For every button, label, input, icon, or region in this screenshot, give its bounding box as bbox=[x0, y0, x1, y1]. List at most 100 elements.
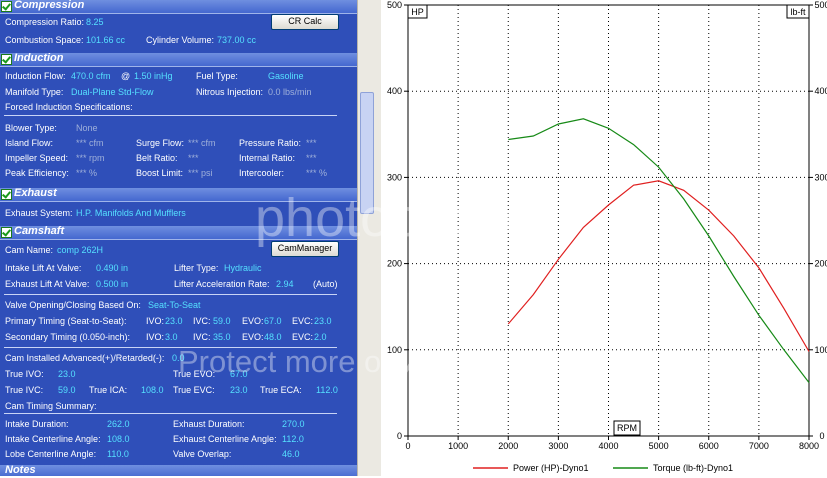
exhaust-centerline-label: Exhaust Centerline Angle: bbox=[173, 434, 277, 444]
compression-ratio-value[interactable]: 8.25 bbox=[86, 17, 104, 27]
secondary-evc-label: EVC: bbox=[292, 332, 314, 342]
primary-ivo-label: IVO: bbox=[146, 316, 165, 326]
splitter[interactable] bbox=[375, 0, 381, 476]
primary-evo-value[interactable]: 67.0 bbox=[264, 316, 282, 326]
compression-title: Compression bbox=[14, 0, 85, 11]
island-flow-value[interactable]: *** cfm bbox=[76, 138, 104, 148]
true-ivo-label: True IVO: bbox=[5, 369, 44, 379]
x-tick-label: 4000 bbox=[598, 441, 618, 451]
exhaust-duration-value[interactable]: 270.0 bbox=[282, 419, 305, 429]
combustion-space-value[interactable]: 101.66 cc bbox=[86, 35, 126, 45]
intercooler-label: Intercooler: bbox=[239, 168, 285, 178]
true-eca-value[interactable]: 112.0 bbox=[316, 385, 338, 395]
belt-ratio-value[interactable]: *** bbox=[188, 153, 199, 163]
impeller-speed-value[interactable]: *** rpm bbox=[76, 153, 105, 163]
cylinder-volume-value[interactable]: 737.00 cc bbox=[217, 35, 257, 45]
true-ivo-value[interactable]: 23.0 bbox=[58, 369, 76, 379]
secondary-ivo-label: IVO: bbox=[146, 332, 165, 342]
exhaust-checkbox[interactable] bbox=[1, 189, 12, 200]
primary-evc-value[interactable]: 23.0 bbox=[314, 316, 332, 326]
primary-ivc-value[interactable]: 59.0 bbox=[213, 316, 231, 326]
cylinder-volume-label: Cylinder Volume: bbox=[146, 35, 215, 45]
induction-pressure-value[interactable]: 1.50 inHg bbox=[134, 71, 173, 81]
chart-grid bbox=[408, 5, 809, 436]
true-ica-label: True ICA: bbox=[89, 385, 128, 395]
exhaust-lift-value[interactable]: 0.500 in bbox=[96, 279, 129, 289]
induction-section-header[interactable]: Induction bbox=[0, 52, 357, 67]
panel-vertical-scrollbar[interactable] bbox=[357, 0, 375, 476]
cam-name-value[interactable]: comp 262H bbox=[57, 245, 104, 255]
series-line-power bbox=[507, 180, 810, 352]
intercooler-value[interactable]: *** % bbox=[306, 168, 328, 178]
y-left-axis-title: HP bbox=[411, 7, 424, 17]
camshaft-checkbox[interactable] bbox=[1, 227, 12, 238]
exhaust-lift-label: Exhaust Lift At Valve: bbox=[5, 279, 90, 289]
secondary-ivc-value[interactable]: 35.0 bbox=[213, 332, 231, 342]
primary-timing-label: Primary Timing (Seat-to-Seat): bbox=[5, 316, 127, 326]
valve-overlap-value[interactable]: 46.0 bbox=[282, 449, 300, 459]
y-left-tick-label: 100 bbox=[387, 345, 402, 355]
lobe-centerline-value[interactable]: 110.0 bbox=[107, 449, 129, 459]
cam-installed-value[interactable]: 0.0 bbox=[172, 353, 185, 363]
series-line-torque bbox=[508, 118, 810, 383]
exhaust-title: Exhaust bbox=[14, 187, 57, 199]
lifter-accel-value[interactable]: 2.94 bbox=[276, 279, 294, 289]
scrollbar-thumb[interactable] bbox=[360, 92, 374, 214]
primary-evc-label: EVC: bbox=[292, 316, 314, 326]
y-right-tick-label: 100 bbox=[814, 345, 827, 355]
valve-basis-value[interactable]: Seat-To-Seat bbox=[148, 300, 201, 310]
compression-checkbox[interactable] bbox=[1, 1, 12, 12]
secondary-evc-value[interactable]: 2.0 bbox=[314, 332, 327, 342]
true-ivc-value[interactable]: 59.0 bbox=[58, 385, 76, 395]
internal-ratio-label: Internal Ratio: bbox=[239, 153, 296, 163]
induction-flow-value[interactable]: 470.0 cfm bbox=[71, 71, 111, 81]
y-right-tick-label: 500 bbox=[814, 0, 827, 10]
island-flow-label: Island Flow: bbox=[5, 138, 54, 148]
cam-name-label: Cam Name: bbox=[5, 245, 54, 255]
notes-section-header[interactable]: Notes bbox=[0, 464, 357, 476]
induction-flow-label: Induction Flow: bbox=[5, 71, 66, 81]
belt-ratio-label: Belt Ratio: bbox=[136, 153, 178, 163]
y-left-tick-label: 200 bbox=[387, 259, 402, 269]
secondary-evo-value[interactable]: 48.0 bbox=[264, 332, 282, 342]
pressure-ratio-value[interactable]: *** bbox=[306, 138, 317, 148]
cam-manager-button[interactable]: CamManager bbox=[271, 241, 339, 257]
cr-calc-button[interactable]: CR Calc bbox=[271, 14, 339, 30]
primary-ivo-value[interactable]: 23.0 bbox=[165, 316, 183, 326]
internal-ratio-value[interactable]: *** bbox=[306, 153, 317, 163]
exhaust-system-value[interactable]: H.P. Manifolds And Mufflers bbox=[76, 208, 186, 218]
cam-installed-label: Cam Installed Advanced(+)/Retarded(-): bbox=[5, 353, 165, 363]
manifold-type-value[interactable]: Dual-Plane Std-Flow bbox=[71, 87, 154, 97]
manifold-type-label: Manifold Type: bbox=[5, 87, 64, 97]
x-tick-label: 0 bbox=[405, 441, 410, 451]
y-right-axis-title: lb-ft bbox=[790, 7, 806, 17]
compression-section-header[interactable]: Compression bbox=[0, 0, 357, 14]
intake-lift-value[interactable]: 0.490 in bbox=[96, 263, 129, 273]
blower-type-value[interactable]: None bbox=[76, 123, 98, 133]
x-axis-title: RPM bbox=[617, 423, 637, 433]
true-ica-value[interactable]: 108.0 bbox=[141, 385, 164, 395]
exhaust-section-header[interactable]: Exhaust bbox=[0, 187, 357, 202]
nitrous-value[interactable]: 0.0 lbs/min bbox=[268, 87, 312, 97]
fuel-type-value[interactable]: Gasoline bbox=[268, 71, 304, 81]
cam-divider-3 bbox=[4, 413, 337, 414]
exhaust-centerline-value[interactable]: 112.0 bbox=[282, 434, 304, 444]
true-eca-label: True ECA: bbox=[260, 385, 302, 395]
boost-limit-value[interactable]: *** psi bbox=[188, 168, 213, 178]
chart-legend: Power (HP)-Dyno1 Torque (lb-ft)-Dyno1 bbox=[473, 463, 733, 473]
camshaft-section-header[interactable]: Camshaft bbox=[0, 225, 357, 240]
true-evo-value[interactable]: 67.0 bbox=[230, 369, 248, 379]
intake-duration-value[interactable]: 262.0 bbox=[107, 419, 130, 429]
secondary-ivo-value[interactable]: 3.0 bbox=[165, 332, 178, 342]
lifter-type-value[interactable]: Hydraulic bbox=[224, 263, 262, 273]
legend-label-torque: Torque (lb-ft)-Dyno1 bbox=[653, 463, 733, 473]
secondary-timing-label: Secondary Timing (0.050-inch): bbox=[5, 332, 131, 342]
intake-centerline-value[interactable]: 108.0 bbox=[107, 434, 130, 444]
peak-efficiency-value[interactable]: *** % bbox=[76, 168, 98, 178]
induction-checkbox[interactable] bbox=[1, 54, 12, 65]
x-tick-label: 2000 bbox=[498, 441, 518, 451]
true-evc-value[interactable]: 23.0 bbox=[230, 385, 248, 395]
x-tick-label: 1000 bbox=[448, 441, 468, 451]
surge-flow-value[interactable]: *** cfm bbox=[188, 138, 216, 148]
